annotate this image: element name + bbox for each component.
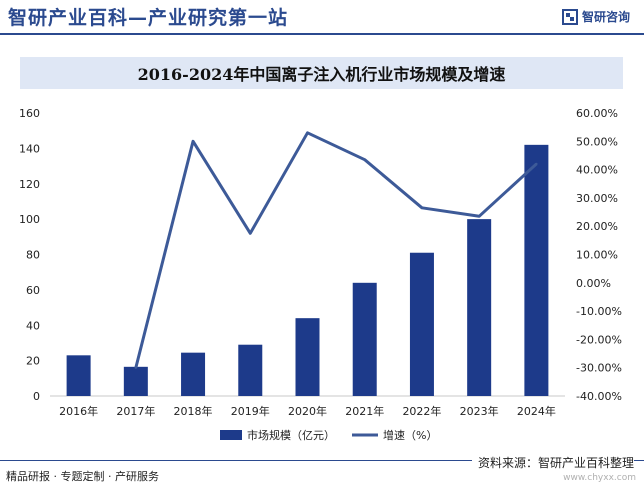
x-tick-label: 2016年 bbox=[59, 404, 98, 418]
brand-logo-icon bbox=[561, 8, 578, 25]
line-point bbox=[363, 158, 366, 161]
right-tick-label: -40.00% bbox=[576, 390, 622, 403]
footer-tagline: 精品研报 · 专题定制 · 产研服务 bbox=[6, 470, 159, 483]
x-tick-label: 2018年 bbox=[174, 404, 213, 418]
right-tick-label: 60.00% bbox=[576, 107, 618, 120]
legend-swatch-bar bbox=[220, 430, 242, 440]
site-url[interactable]: www.chyxx.com bbox=[563, 473, 636, 483]
left-tick-label: 100 bbox=[19, 213, 40, 226]
line-point bbox=[420, 206, 424, 210]
right-tick-label: -30.00% bbox=[576, 362, 622, 375]
data-source: 资料来源：智研产业百科整理 bbox=[471, 454, 634, 471]
footer-divider bbox=[0, 460, 644, 461]
right-tick-label: 0.00% bbox=[576, 277, 611, 290]
line-point bbox=[249, 232, 252, 235]
bar bbox=[467, 219, 492, 396]
legend: 市场规模（亿元） 增速（%） bbox=[220, 428, 437, 442]
right-tick-label: 10.00% bbox=[576, 249, 618, 262]
right-axis: -40.00% -30.00% -20.00% -10.00% 0.00% 10.00% 2… bbox=[576, 107, 622, 403]
bar bbox=[352, 282, 377, 396]
x-tick-label: 2023年 bbox=[460, 404, 499, 418]
bar bbox=[524, 144, 549, 396]
bar bbox=[66, 355, 91, 396]
line-point bbox=[477, 215, 481, 218]
line-point bbox=[306, 131, 309, 135]
left-tick-label: 20 bbox=[26, 355, 40, 368]
bar bbox=[123, 366, 148, 396]
left-tick-label: 40 bbox=[26, 319, 40, 332]
right-tick-label: 20.00% bbox=[576, 220, 618, 233]
legend-label-bar: 市场规模（亿元） bbox=[247, 428, 335, 442]
legend-label-line: 增速（%） bbox=[383, 428, 437, 442]
x-tick-label: 2024年 bbox=[517, 404, 556, 418]
bar bbox=[295, 318, 320, 396]
line-point bbox=[535, 162, 538, 166]
chart-title: 2016-2024年中国离子注入机行业市场规模及增速 bbox=[137, 65, 506, 84]
x-tick-label: 2020年 bbox=[288, 404, 327, 418]
brand-logo[interactable]: 智研咨询 bbox=[561, 8, 630, 25]
x-tick-label: 2021年 bbox=[345, 404, 384, 418]
bar bbox=[181, 352, 206, 396]
bar bbox=[238, 344, 263, 396]
bar-series bbox=[66, 144, 549, 396]
left-tick-label: 120 bbox=[19, 178, 40, 191]
left-tick-label: 80 bbox=[26, 249, 40, 262]
bar bbox=[409, 252, 434, 396]
brand-logo-text: 智研咨询 bbox=[581, 10, 630, 24]
chart-title-box: 2016-2024年中国离子注入机行业市场规模及增速 bbox=[20, 57, 623, 89]
line-point bbox=[191, 140, 195, 143]
left-axis: 0 20 40 60 80 100 120 140 160 bbox=[19, 107, 40, 403]
site-title: 智研产业百科—产业研究第一站 bbox=[8, 7, 289, 29]
left-tick-label: 140 bbox=[19, 142, 40, 155]
header-divider bbox=[0, 33, 644, 35]
line-series bbox=[134, 131, 538, 369]
left-tick-label: 0 bbox=[33, 390, 40, 403]
x-axis: 2016年 2017年 2018年 2019年 2020年 2021年 2022年 2023年… bbox=[50, 395, 565, 418]
page-header: 智研产业百科—产业研究第一站 智研咨询 bbox=[0, 0, 644, 35]
x-tick-label: 2017年 bbox=[116, 404, 155, 418]
left-tick-label: 60 bbox=[26, 284, 40, 297]
x-tick-label: 2022年 bbox=[402, 404, 441, 418]
line-point bbox=[134, 366, 138, 369]
right-tick-label: -10.00% bbox=[576, 305, 622, 318]
right-tick-label: -20.00% bbox=[576, 333, 622, 346]
right-tick-label: 50.00% bbox=[576, 135, 618, 148]
left-tick-label: 160 bbox=[19, 107, 40, 120]
x-tick-label: 2019年 bbox=[231, 404, 270, 418]
right-tick-label: 40.00% bbox=[576, 164, 618, 177]
growth-line bbox=[134, 131, 538, 369]
right-tick-label: 30.00% bbox=[576, 192, 618, 205]
